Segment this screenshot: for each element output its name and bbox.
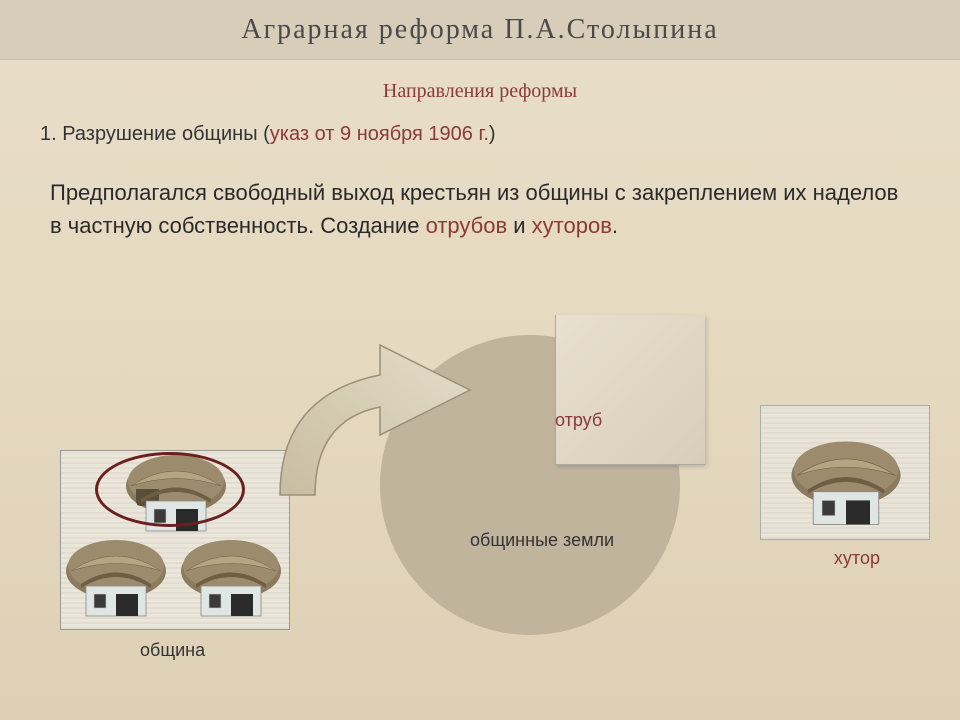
page-title: Аграрная реформа П.А.Столыпина [241, 14, 718, 46]
otrub-label: отруб [555, 410, 602, 431]
keyword-khutor: хуторов [532, 213, 612, 238]
keyword-otrub: отрубов [426, 213, 508, 238]
khutor-box [760, 405, 930, 540]
description-paragraph: Предполагался свободный выход крестьян и… [50, 176, 910, 242]
section-prefix: 1. Разрушение общины ( [40, 123, 270, 145]
common-lands-label: общинные земли [470, 530, 614, 551]
section-suffix: ) [489, 123, 496, 145]
house-icon [176, 536, 286, 621]
reform-diagram: община отруб общинные земли хутор [0, 320, 960, 720]
desc-tail: . [612, 213, 618, 238]
section-heading: 1. Разрушение общины (указ от 9 ноября 1… [40, 123, 960, 146]
khutor-label: хутор [834, 548, 880, 569]
circle-highlight [95, 452, 245, 527]
decree-text: указ от 9 ноября 1906 г. [270, 123, 489, 145]
title-bar: Аграрная реформа П.А.Столыпина [0, 0, 960, 60]
house-icon [786, 436, 906, 531]
house-icon [61, 536, 171, 621]
subtitle: Направления реформы [0, 80, 960, 103]
commune-label: община [140, 640, 205, 661]
pie-slice-otrub [555, 315, 705, 465]
arrow-icon [270, 335, 500, 505]
desc-joiner: и [507, 213, 532, 238]
